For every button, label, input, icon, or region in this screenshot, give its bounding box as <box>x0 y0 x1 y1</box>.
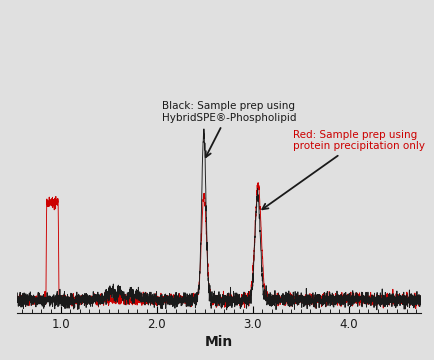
Text: Black: Sample prep using
HybridSPE®-Phospholipid: Black: Sample prep using HybridSPE®-Phos… <box>161 101 296 157</box>
X-axis label: Min: Min <box>205 335 233 349</box>
Text: Red: Sample prep using
protein precipitation only: Red: Sample prep using protein precipita… <box>262 130 425 209</box>
